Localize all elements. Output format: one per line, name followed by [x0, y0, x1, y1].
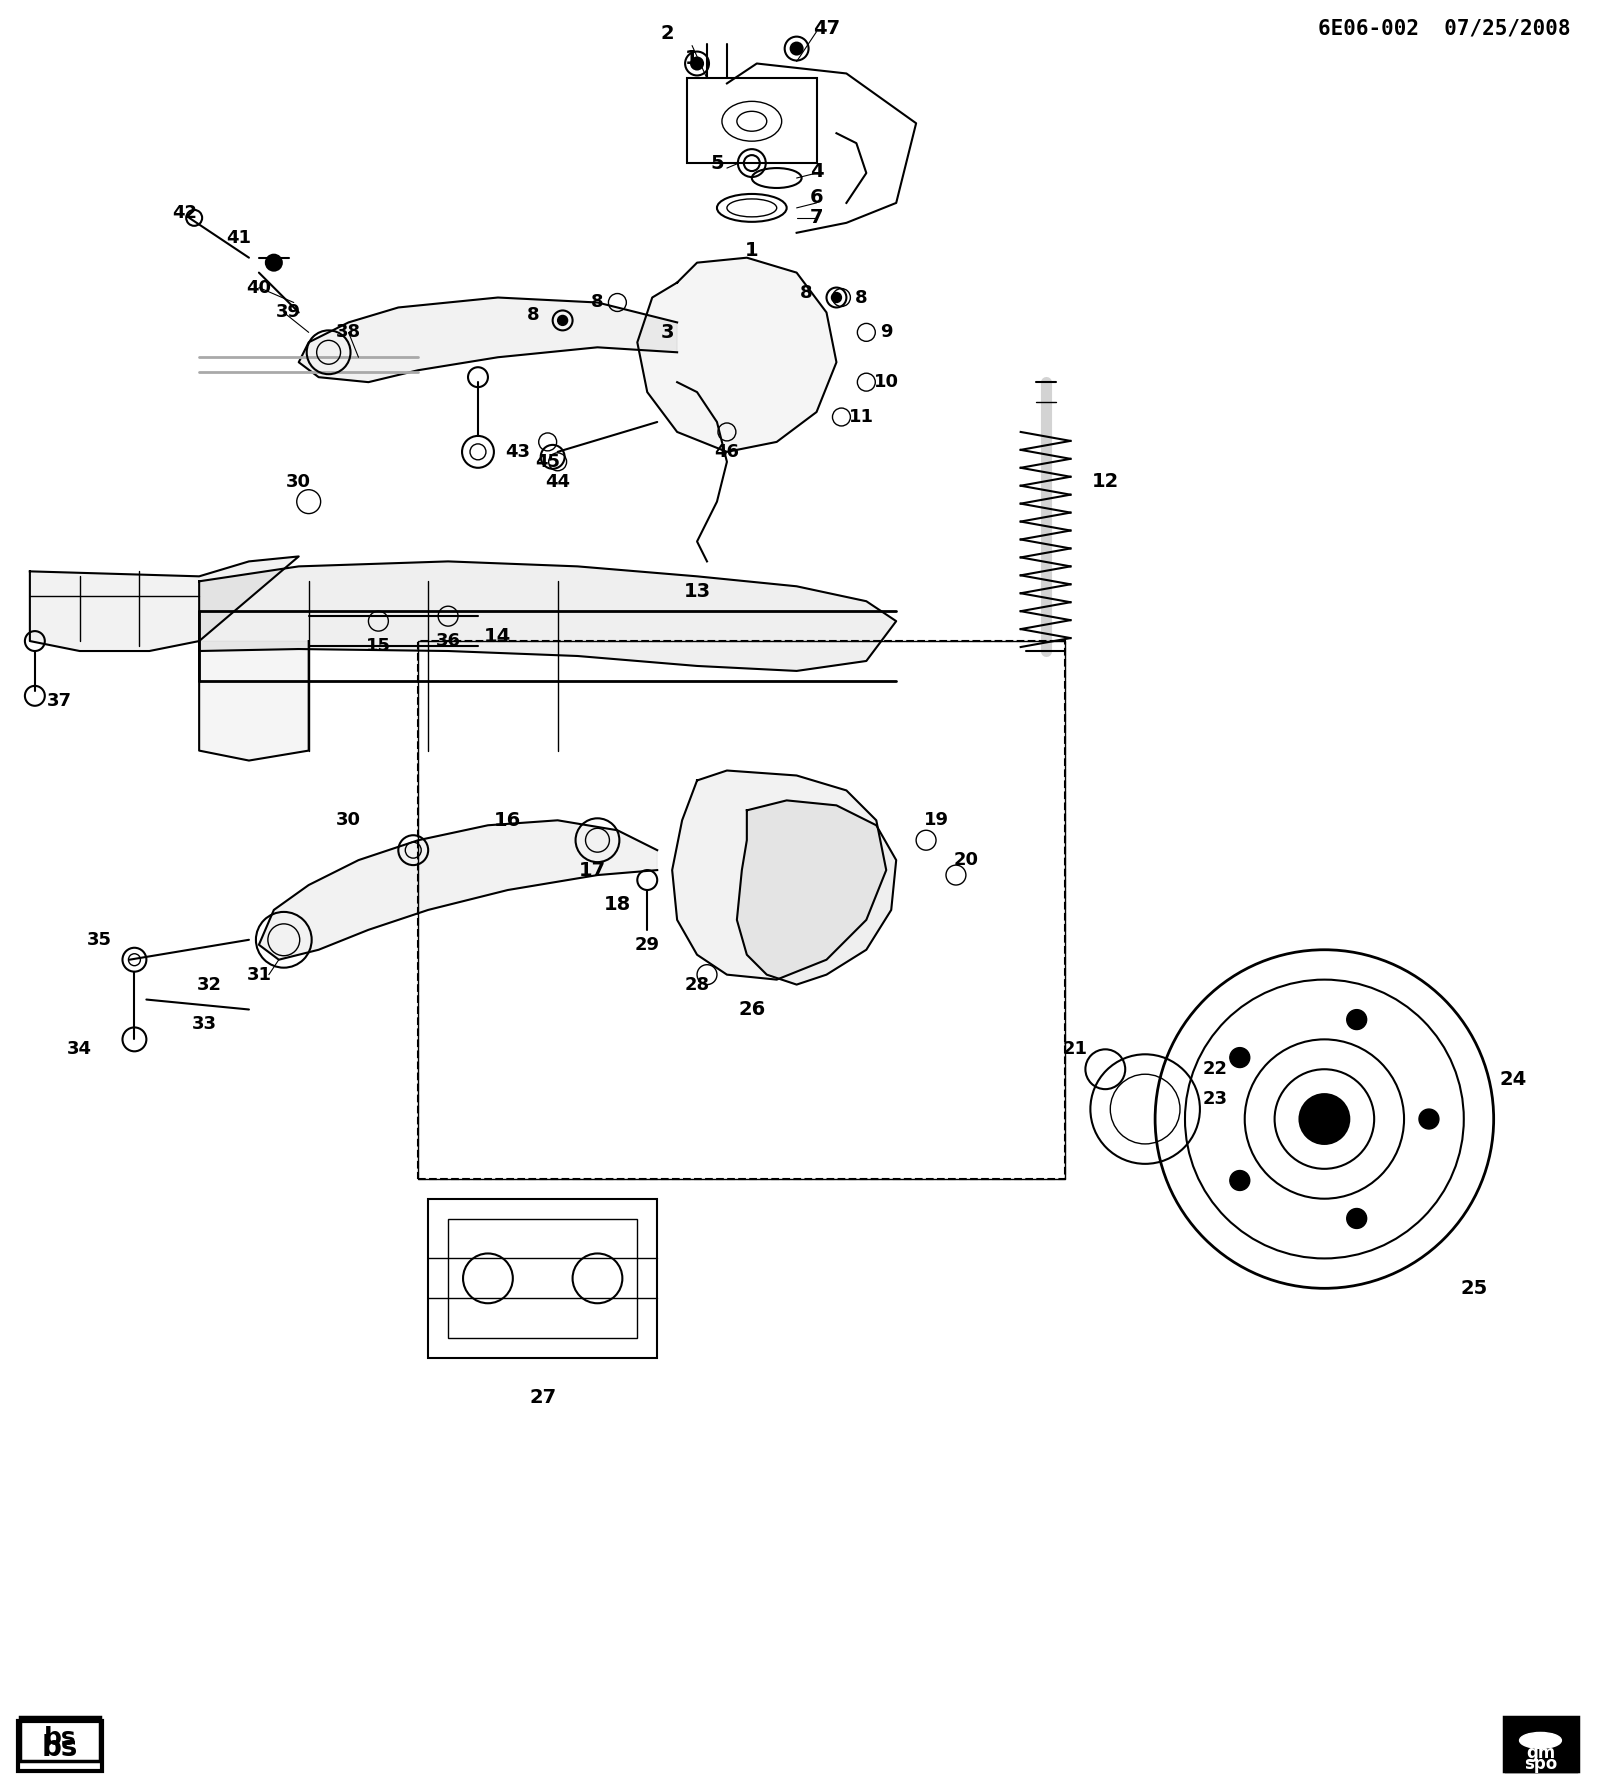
Bar — [19, 1716, 99, 1761]
Text: 45: 45 — [534, 453, 560, 470]
Text: 5: 5 — [710, 153, 723, 173]
Text: 44: 44 — [546, 472, 570, 490]
Bar — [418, 642, 1066, 1178]
Circle shape — [1347, 1208, 1366, 1228]
Text: 23: 23 — [1202, 1091, 1227, 1108]
Bar — [1506, 1720, 1576, 1771]
Text: 37: 37 — [48, 691, 72, 709]
Text: 39: 39 — [277, 303, 301, 321]
Text: 3: 3 — [661, 323, 674, 342]
Text: 38: 38 — [336, 323, 362, 342]
Bar — [448, 1219, 637, 1338]
Polygon shape — [637, 258, 837, 453]
Text: 31: 31 — [246, 966, 272, 984]
Bar — [1509, 1723, 1573, 1768]
Text: 1: 1 — [685, 50, 699, 68]
Circle shape — [832, 292, 842, 303]
Text: 4: 4 — [810, 162, 824, 180]
Text: 22: 22 — [1202, 1060, 1227, 1078]
Text: 24: 24 — [1499, 1069, 1528, 1089]
Polygon shape — [299, 298, 677, 381]
Text: 15: 15 — [366, 636, 390, 656]
Text: 6E06-002  07/25/2008: 6E06-002 07/25/2008 — [1318, 18, 1570, 39]
Text: 20: 20 — [954, 852, 979, 870]
Text: 2: 2 — [661, 25, 674, 43]
Circle shape — [691, 57, 702, 69]
Bar — [18, 1721, 101, 1771]
Text: 16: 16 — [494, 811, 522, 830]
Text: 8: 8 — [590, 294, 603, 312]
Text: 12: 12 — [1091, 472, 1118, 492]
Text: 21: 21 — [1062, 1041, 1088, 1059]
Text: 42: 42 — [171, 203, 197, 223]
Text: 14: 14 — [485, 627, 512, 645]
Polygon shape — [30, 556, 299, 650]
Text: 35: 35 — [86, 930, 112, 948]
Text: 40: 40 — [246, 278, 272, 296]
Text: 27: 27 — [530, 1388, 557, 1408]
Text: 36: 36 — [435, 633, 461, 650]
Circle shape — [1230, 1171, 1250, 1190]
Circle shape — [790, 43, 803, 55]
Circle shape — [266, 255, 282, 271]
Text: bs: bs — [43, 1727, 77, 1750]
Text: 8: 8 — [854, 289, 867, 307]
Text: 13: 13 — [683, 581, 710, 601]
Text: 6: 6 — [810, 189, 824, 207]
Text: 7: 7 — [810, 208, 824, 228]
Text: 25: 25 — [1461, 1279, 1488, 1297]
Bar — [1504, 1716, 1578, 1771]
Text: 43: 43 — [506, 444, 530, 462]
Text: 26: 26 — [738, 1000, 765, 1019]
Circle shape — [1347, 1010, 1366, 1030]
Polygon shape — [259, 820, 658, 960]
Text: 34: 34 — [67, 1041, 93, 1059]
Text: 32: 32 — [197, 975, 222, 994]
Polygon shape — [672, 770, 886, 980]
Text: spo: spo — [1523, 1755, 1557, 1773]
Text: 29: 29 — [635, 936, 659, 953]
Text: 1: 1 — [746, 241, 758, 260]
Text: bs: bs — [42, 1734, 78, 1762]
Text: 47: 47 — [813, 20, 840, 37]
Text: 28: 28 — [685, 975, 710, 994]
Polygon shape — [738, 800, 896, 985]
Text: 41: 41 — [227, 228, 251, 246]
Text: 11: 11 — [850, 408, 874, 426]
Polygon shape — [198, 561, 896, 672]
Text: 8: 8 — [800, 283, 813, 301]
Bar — [429, 1199, 658, 1358]
Ellipse shape — [1520, 1723, 1560, 1739]
Text: 33: 33 — [192, 1016, 216, 1034]
Circle shape — [1419, 1108, 1438, 1130]
Text: spo: spo — [1525, 1753, 1555, 1770]
Circle shape — [1299, 1094, 1349, 1144]
Text: 8: 8 — [526, 307, 539, 324]
Text: gm: gm — [1526, 1741, 1554, 1755]
Circle shape — [558, 315, 568, 326]
Text: 30: 30 — [336, 811, 362, 829]
Ellipse shape — [1520, 1732, 1562, 1748]
Text: 30: 30 — [286, 472, 312, 490]
Text: 19: 19 — [923, 811, 949, 829]
Text: 46: 46 — [715, 444, 739, 462]
Bar — [686, 78, 816, 164]
Text: 18: 18 — [603, 895, 630, 914]
Text: 10: 10 — [874, 372, 899, 392]
Text: gm: gm — [1526, 1745, 1555, 1762]
Text: 9: 9 — [880, 323, 893, 342]
Circle shape — [1230, 1048, 1250, 1067]
Polygon shape — [198, 642, 309, 761]
Text: 17: 17 — [579, 861, 606, 880]
Bar — [418, 642, 1066, 1178]
